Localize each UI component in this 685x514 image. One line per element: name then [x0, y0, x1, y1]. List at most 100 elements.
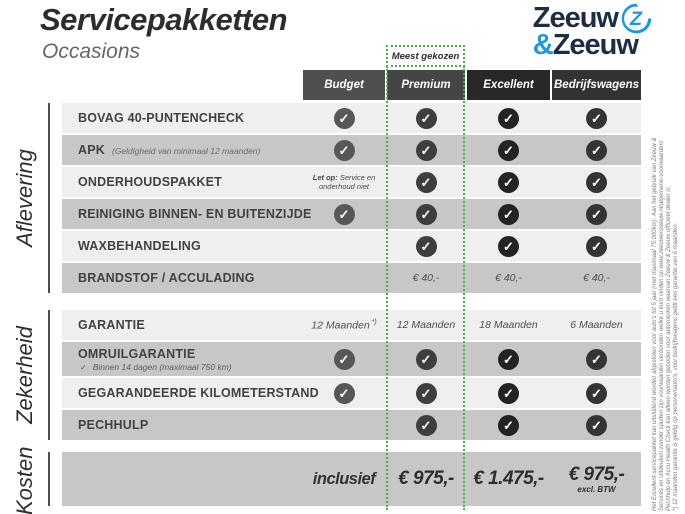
cell-value-text: € 40,-	[412, 272, 440, 284]
check-icon: ✓	[467, 410, 550, 440]
check-icon: ✓	[387, 410, 465, 440]
feature-row: REINIGING BINNEN- EN BUITENZIJDE ✓ ✓ ✓ ✓	[62, 199, 641, 229]
check-icon: ✓	[552, 135, 641, 165]
feature-row: PECHHULP ✓ ✓ ✓	[62, 410, 641, 440]
feature-label: APK (Geldigheid van minimaal 12 maanden)	[78, 143, 261, 157]
section-label-aflevering: Aflevering	[12, 149, 37, 247]
check-glyph: ✓	[415, 171, 437, 193]
section-bar	[48, 103, 50, 293]
feature-subnote: ✓ Binnen 14 dagen (maximaal 750 km)	[80, 362, 232, 372]
check-glyph: ✓	[498, 235, 519, 257]
zeeuw-logo: Zeeuw Z &Zeeuw	[533, 2, 653, 60]
feature-label: PECHHULP	[78, 418, 149, 432]
check-glyph: ✓	[333, 382, 355, 404]
check-glyph: ✓	[498, 414, 519, 436]
feature-label: OMRUILGARANTIE	[78, 347, 196, 361]
column-header-budget: Budget	[303, 70, 385, 100]
check-glyph: ✓	[415, 348, 437, 370]
most-chosen-badge: Meest gekozen	[386, 45, 465, 67]
footnote-line: *) 12 maanden garantie is geldig op pers…	[673, 222, 679, 511]
column-header-bedrijfswagens: Bedrijfswagens	[552, 70, 641, 100]
check-glyph: ✓	[333, 107, 355, 129]
svg-text:Z: Z	[629, 8, 643, 30]
footnotes: Het Excellent-servicepakket kan uitsluit…	[652, 93, 680, 511]
logo-ampersand: &	[532, 29, 554, 61]
check-icon: ✓	[303, 342, 385, 376]
section-aflevering: BOVAG 40-PUNTENCHECK ✓ ✓ ✓ ✓ APK (Geldigheid v…	[62, 103, 641, 295]
check-glyph: ✓	[586, 348, 607, 370]
cell-value-text: 12 Maanden *)	[311, 318, 377, 332]
total-subtext: excl. BTW	[577, 485, 616, 494]
page-title: Servicepakketten	[40, 2, 288, 37]
check-glyph: ✓	[586, 382, 607, 404]
feature-label: REINIGING BINNEN- EN BUITENZIJDE	[78, 207, 312, 221]
page-subtitle: Occasions	[42, 40, 141, 63]
section-label-kosten: Kosten	[12, 446, 37, 514]
check-icon: ✓	[552, 231, 641, 261]
check-icon: ✓	[552, 342, 641, 376]
check-glyph: ✓	[586, 139, 607, 161]
check-glyph: ✓	[498, 171, 519, 193]
cell-value: € 40,-	[552, 263, 641, 293]
cell-value: 12 Maanden *)	[303, 310, 385, 340]
check-glyph: ✓	[415, 414, 437, 436]
check-glyph: ✓	[333, 139, 355, 161]
total-value: inclusief	[312, 469, 376, 488]
check-glyph: ✓	[498, 348, 519, 370]
check-icon: ✓	[467, 342, 550, 376]
feature-row: APK (Geldigheid van minimaal 12 maanden) ✓…	[62, 135, 641, 165]
check-icon: ✓	[467, 199, 550, 229]
section-bar	[48, 310, 50, 440]
cell-value: € 40,-	[387, 263, 465, 293]
check-icon: ✓	[467, 103, 550, 133]
feature-row: GEGARANDEERDE KILOMETERSTAND ✓ ✓ ✓ ✓	[62, 378, 641, 408]
check-glyph: ✓	[586, 107, 607, 129]
feature-label: BOVAG 40-PUNTENCHECK	[78, 111, 245, 125]
check-glyph: ✓	[586, 414, 607, 436]
check-glyph: ✓	[415, 203, 437, 225]
feature-row: GARANTIE 12 Maanden *) 12 Maanden 18 Maande…	[62, 310, 641, 340]
totals-row: inclusief € 975,- € 1.475,- € 975,- excl. BT…	[62, 452, 641, 506]
cell-value: 6 Maanden	[552, 310, 641, 340]
check-icon: ✓	[387, 378, 465, 408]
check-glyph: ✓	[333, 203, 355, 225]
check-icon: ✓	[467, 135, 550, 165]
check-icon: ✓	[552, 410, 641, 440]
cell-value: 12 Maanden	[387, 310, 465, 340]
check-glyph: ✓	[415, 139, 437, 161]
check-glyph: ✓	[586, 203, 607, 225]
feature-note: (Geldigheid van minimaal 12 maanden)	[112, 146, 261, 156]
cell-empty	[303, 410, 385, 440]
cell-empty	[303, 231, 385, 261]
total-cell: € 975,-	[387, 452, 465, 506]
cell-value: 18 Maanden	[467, 310, 550, 340]
logo-word-1: Zeeuw	[532, 2, 619, 34]
check-icon: ✓	[552, 378, 641, 408]
footnote-line: Het Excellent-servicepakket kan uitsluit…	[652, 137, 658, 511]
total-cell: € 1.475,-	[467, 452, 550, 506]
check-glyph: ✓	[498, 139, 519, 161]
check-icon: ✓	[387, 103, 465, 133]
section-zekerheid: GARANTIE 12 Maanden *) 12 Maanden 18 Maande…	[62, 310, 641, 442]
check-icon: ✓	[387, 135, 465, 165]
check-icon: ✓	[387, 231, 465, 261]
check-glyph: ✓	[586, 235, 607, 257]
z-swoosh-icon: Z	[621, 3, 652, 34]
feature-row: ONDERHOUDSPAKKET Let op: Service en onder…	[62, 167, 641, 197]
cell-note-text: Let op: Service en onderhoud niet	[312, 173, 376, 191]
check-glyph: ✓	[498, 203, 519, 225]
total-value: € 1.475,-	[473, 468, 544, 489]
footnote-line: Pechhulp en Accu Health Check kan alleen…	[666, 185, 672, 511]
check-glyph: ✓	[415, 107, 437, 129]
section-bar	[48, 452, 50, 506]
cell-value-text: 18 Maanden	[479, 319, 538, 331]
feature-label: GARANTIE	[78, 318, 145, 332]
feature-row: BRANDSTOF / ACCULADING € 40,- € 40,- € 40,-	[62, 263, 641, 293]
total-value: € 975,-	[568, 464, 625, 485]
column-header-premium: Premium	[387, 70, 465, 100]
check-glyph: ✓	[415, 382, 437, 404]
check-icon: ✓	[467, 378, 550, 408]
check-glyph: ✓	[498, 107, 519, 129]
check-icon: ✓	[303, 135, 385, 165]
